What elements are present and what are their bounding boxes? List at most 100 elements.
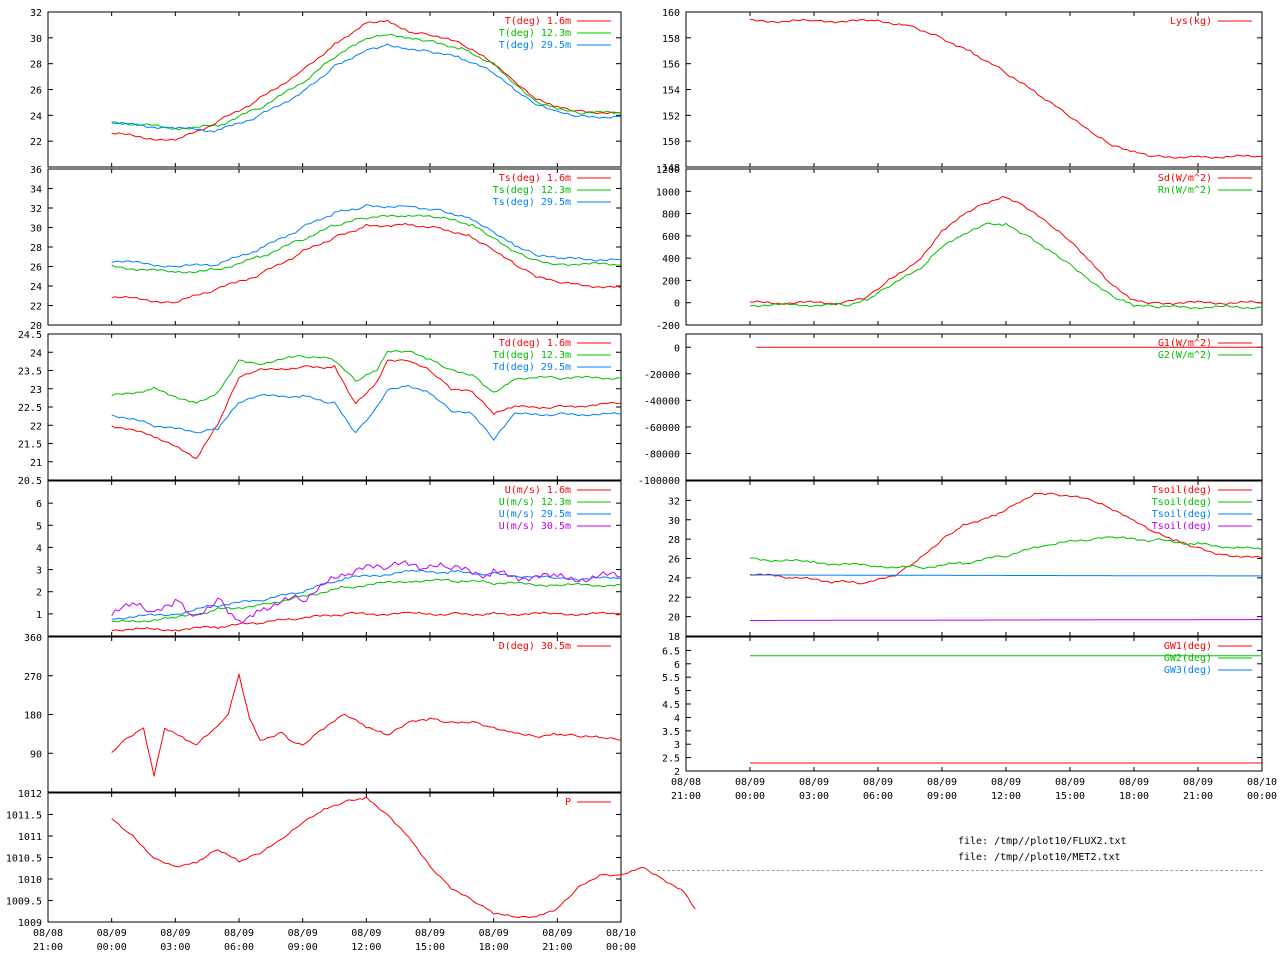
y-tick-label: 1011.5 [6,811,42,822]
y-tick-label: 156 [662,60,680,71]
x-tick-label: 08/09 [799,777,829,788]
y-tick-label: 21.5 [18,440,42,451]
series-line [111,611,622,632]
y-tick-label: 3.5 [662,727,680,738]
y-tick-label: 22 [30,137,42,148]
x-tick-label: 00:00 [1247,791,1277,802]
y-tick-label: 5 [674,687,680,698]
y-tick-label: 360 [24,633,42,644]
series-line [111,385,622,441]
legend-label: Ts(deg) 12.3m [493,185,571,196]
y-tick-label: 22 [30,302,42,313]
legend-label: Tsoil(deg) [1152,497,1212,508]
y-tick-label: 26 [668,555,680,566]
y-tick-label: 154 [662,86,680,97]
series-line [111,560,622,624]
legend-label: Rn(W/m^2) [1158,185,1212,196]
plot-panel: 1009 1009.5 1010 1010.5 1011 1011.5 1012 P 08/08… [6,789,696,953]
y-tick-label: 0 [674,299,680,310]
y-tick-label: 180 [24,711,42,722]
y-tick-label: -40000 [644,396,680,407]
legend-label: Ts(deg) 29.5m [493,197,571,208]
legend-label: U(m/s) 30.5m [499,521,571,532]
x-tick-label: 09:00 [288,942,318,953]
series-line [749,196,1263,306]
y-tick-label: 1012 [18,789,42,800]
file-name: file: /tmp//plot10/MET2.txt [958,852,1121,863]
y-tick-label: 20 [668,613,680,624]
x-tick-label: 18:00 [1119,791,1149,802]
panel-frame [47,480,622,637]
series-line [111,578,622,623]
legend-label: Td(deg) 1.6m [499,338,571,349]
y-tick-label: 26 [30,263,42,274]
x-tick-label: 15:00 [415,942,445,953]
x-tick-label: 08/09 [351,928,381,939]
x-tick-label: 21:00 [542,942,572,953]
legend-label: Ts(deg) 1.6m [499,173,571,184]
series-line [111,204,622,268]
y-tick-label: 24 [30,348,42,359]
y-tick-label: 34 [30,185,42,196]
x-tick-label: 12:00 [991,791,1021,802]
y-tick-label: 2 [674,767,680,778]
x-tick-label: 18:00 [479,942,509,953]
x-tick-label: 03:00 [799,791,829,802]
panel-frame [47,636,622,793]
y-tick-label: 28 [30,243,42,254]
legend-label: T(deg) 12.3m [499,28,571,39]
x-tick-label: 08/09 [735,777,765,788]
y-tick-label: -60000 [644,423,680,434]
series-line [111,350,622,404]
y-tick-label: 90 [30,749,42,760]
x-tick-label: 08/08 [671,777,701,788]
y-tick-label: 3 [36,566,42,577]
panel-frame [685,333,1263,481]
series-line [111,214,622,274]
y-tick-label: 6.5 [662,646,680,657]
y-tick-label: 1 [36,610,42,621]
y-tick-label: 5.5 [662,673,680,684]
y-tick-label: 150 [662,137,680,148]
y-tick-label: 21 [30,458,42,469]
series-line [749,536,1263,570]
x-tick-label: 08/09 [415,928,445,939]
y-tick-label: 32 [30,8,42,19]
y-tick-label: 20 [30,321,42,332]
x-tick-label: 00:00 [606,942,636,953]
legend-label: Tsoil(deg) [1152,509,1212,520]
y-tick-label: 152 [662,111,680,122]
series-line [111,796,696,919]
legend-label: P [565,797,571,808]
legend-label: Tsoil(deg) [1152,521,1212,532]
y-tick-label: 23 [30,385,42,396]
x-tick-label: 08/08 [33,928,63,939]
legend-label: Td(deg) 12.3m [493,350,571,361]
plot-panel: 2 2.5 3 3.5 4 4.5 5 5.5 6 6.5 GW1(deg)GW2(deg)GW3(… [662,636,1277,802]
series-line [750,574,1262,577]
y-tick-label: 1009 [18,918,42,929]
x-tick-label: 08/09 [1055,777,1085,788]
y-tick-label: 24.5 [18,330,42,341]
y-tick-label: 1009.5 [6,897,42,908]
x-tick-label: 08/09 [1119,777,1149,788]
x-tick-label: 08/09 [863,777,893,788]
y-tick-label: -80000 [644,449,680,460]
y-tick-label: 30 [30,224,42,235]
plot-panel: -100000 -80000 -60000 -40000 -20000 0 G1(W/m^2… [638,333,1263,487]
y-tick-label: 2.5 [662,754,680,765]
y-tick-label: 1010.5 [6,854,42,865]
x-tick-label: 08/09 [1183,777,1213,788]
x-tick-label: 06:00 [224,942,254,953]
legend-label: Td(deg) 29.5m [493,362,571,373]
file-name: file: /tmp//plot10/FLUX2.txt [958,836,1127,847]
y-tick-label: 6 [674,660,680,671]
y-tick-label: 270 [24,672,42,683]
x-tick-label: 03:00 [160,942,190,953]
x-tick-label: 21:00 [33,942,63,953]
plot-panel: 90 180 270 360 D(deg) 30.5m [24,633,622,793]
panel-frame [685,168,1263,326]
y-tick-label: 4.5 [662,700,680,711]
